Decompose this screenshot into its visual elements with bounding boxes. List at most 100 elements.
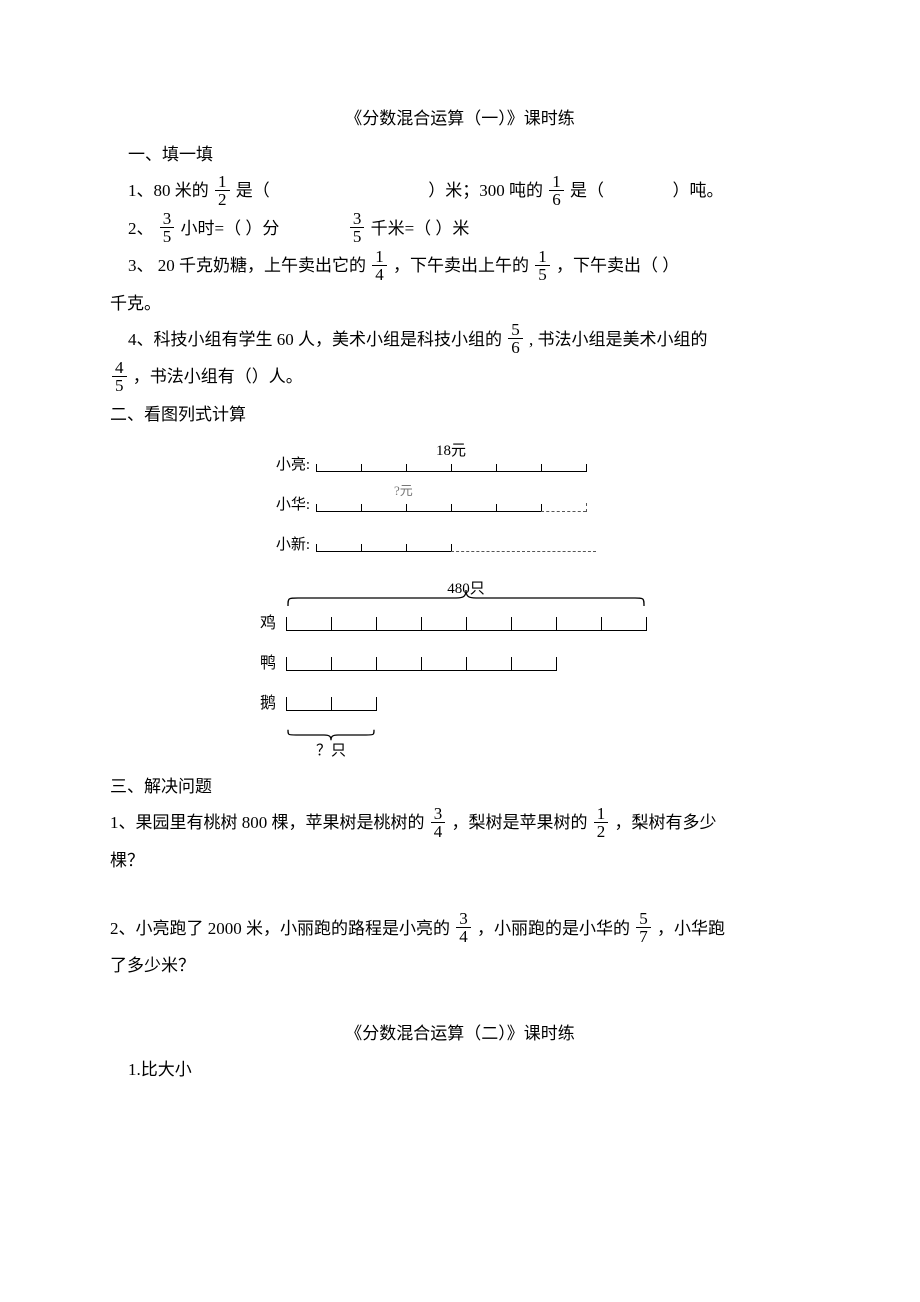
denominator: 2	[594, 822, 609, 840]
d2-tick	[286, 657, 287, 671]
diagram-1: 小亮: 18元 小华:	[260, 450, 660, 560]
numerator: 1	[215, 173, 230, 190]
d2-label: 鸭	[220, 648, 286, 680]
s1-q1: 1、80 米的 1 2 是（ ）米；300 吨的 1 6 是（ ）吨。	[110, 174, 810, 210]
fraction: 1 4	[372, 248, 387, 283]
fraction: 5 7	[636, 910, 651, 945]
d2-top-label: 480只	[286, 574, 646, 604]
denominator: 5	[160, 227, 175, 245]
fraction: 3 5	[160, 210, 175, 245]
d2-tick	[466, 657, 467, 671]
fraction: 1 6	[549, 173, 564, 208]
d2-bottom-brace: ？只	[286, 728, 376, 752]
title-2: 《分数混合运算（二）》课时练	[110, 1017, 810, 1051]
d2-tick	[286, 697, 287, 711]
d2-tick	[511, 617, 512, 631]
d2-tick	[376, 697, 377, 711]
d1-label: 小华:	[260, 490, 316, 520]
d1-row-liang: 小亮: 18元	[260, 450, 660, 480]
d1-tick	[541, 464, 542, 472]
s3-q1: 1、果园里有桃树 800 棵，苹果树是桃树的 3 4 ，梨树是苹果树的 1 2 …	[110, 806, 810, 842]
d2-tick	[331, 657, 332, 671]
text: 1、80 米的	[128, 181, 213, 200]
fraction: 4 5	[112, 359, 127, 394]
d1-label: 小亮:	[260, 450, 316, 480]
d2-row: 鹅	[220, 688, 660, 720]
d1-dashed	[451, 551, 596, 552]
d2-tick	[556, 617, 557, 631]
d1-tick	[406, 544, 407, 552]
d2-bottom-label: ？只	[286, 736, 376, 766]
denominator: 7	[636, 927, 651, 945]
text: ）吨。	[673, 181, 724, 200]
diagram-2: 480只 鸡鸭鹅 ？只	[220, 580, 660, 752]
d2-tick	[646, 617, 647, 631]
s1-q4-cont: 4 5 ，书法小组有（）人。	[110, 360, 810, 396]
denominator: 5	[535, 265, 550, 283]
text: ，下午卖出上午的	[393, 256, 529, 275]
text: 小时=（ ）分	[181, 219, 280, 238]
d2-top-brace: 480只	[286, 580, 646, 608]
denominator: 4	[456, 927, 471, 945]
spacer	[110, 880, 810, 910]
numerator: 1	[535, 248, 550, 265]
numerator: 1	[594, 805, 609, 822]
text: 1、果园里有桃树 800 棵，苹果树是桃树的	[110, 813, 425, 832]
s1-q3-cont: 千克。	[110, 287, 810, 321]
numerator: 3	[160, 210, 175, 227]
text: ，梨树是苹果树的	[452, 813, 588, 832]
d1-dashed-tick	[586, 503, 587, 512]
d2-tick	[331, 697, 332, 711]
numerator: 1	[549, 173, 564, 190]
d1-tick	[406, 464, 407, 472]
section3-heading: 三、解决问题	[110, 770, 810, 804]
numerator: 3	[350, 210, 365, 227]
numerator: 5	[508, 321, 523, 338]
fraction: 3 4	[431, 805, 446, 840]
d1-tick	[406, 504, 407, 512]
spacer	[110, 985, 810, 1015]
s1-q3: 3、 20 千克奶糖，上午卖出它的 1 4 ，下午卖出上午的 1 5 ，下午卖出…	[110, 249, 810, 285]
d2-tick	[511, 657, 512, 671]
d1-bar-liang: 18元	[316, 458, 586, 472]
s1-q4: 4、科技小组有学生 60 人，美术小组是科技小组的 5 6 , 书法小组是美术小…	[110, 323, 810, 359]
denominator: 4	[431, 822, 446, 840]
d1-tick	[316, 464, 317, 472]
d1-bar-hua: ?元	[316, 498, 541, 512]
numerator: 5	[636, 910, 651, 927]
d2-tick	[556, 657, 557, 671]
d2-tick	[466, 617, 467, 631]
text: 4、科技小组有学生 60 人，美术小组是科技小组的	[128, 330, 502, 349]
denominator: 5	[112, 376, 127, 394]
denominator: 5	[350, 227, 365, 245]
d1-row-xin: 小新:	[260, 530, 660, 560]
denominator: 6	[549, 190, 564, 208]
text: 2、	[128, 219, 154, 238]
d1-tick	[451, 504, 452, 512]
d1-bar-xin	[316, 538, 451, 552]
d1-row-hua: 小华: ?元	[260, 490, 660, 520]
text: 2、小亮跑了 2000 米，小丽跑的路程是小亮的	[110, 919, 450, 938]
d2-tick	[421, 617, 422, 631]
text: ，下午卖出（ ）	[556, 256, 679, 275]
section2-heading: 二、看图列式计算	[110, 398, 810, 432]
s1-q2: 2、 3 5 小时=（ ）分 3 5 千米=（ ）米	[110, 212, 810, 248]
s3-q2: 2、小亮跑了 2000 米，小丽跑的路程是小亮的 3 4 ，小丽跑的是小华的 5…	[110, 912, 810, 948]
text: , 书法小组是美术小组的	[529, 330, 708, 349]
d2-tick	[376, 657, 377, 671]
d2-tick	[601, 617, 602, 631]
s3-q2-cont: 了多少米？	[110, 949, 810, 983]
fraction: 3 4	[456, 910, 471, 945]
fraction: 1 2	[594, 805, 609, 840]
s4-q1: 1.比大小	[110, 1053, 810, 1087]
d1-tick	[361, 504, 362, 512]
d2-row: 鸡	[220, 608, 660, 640]
d1-tick	[496, 464, 497, 472]
title-1: 《分数混合运算（一）》课时练	[110, 102, 810, 136]
d2-tick	[286, 617, 287, 631]
fraction: 1 5	[535, 248, 550, 283]
fraction: 3 5	[350, 210, 365, 245]
text: ，小丽跑的是小华的	[477, 919, 630, 938]
numerator: 3	[456, 910, 471, 927]
text: ，梨树有多少	[615, 813, 717, 832]
